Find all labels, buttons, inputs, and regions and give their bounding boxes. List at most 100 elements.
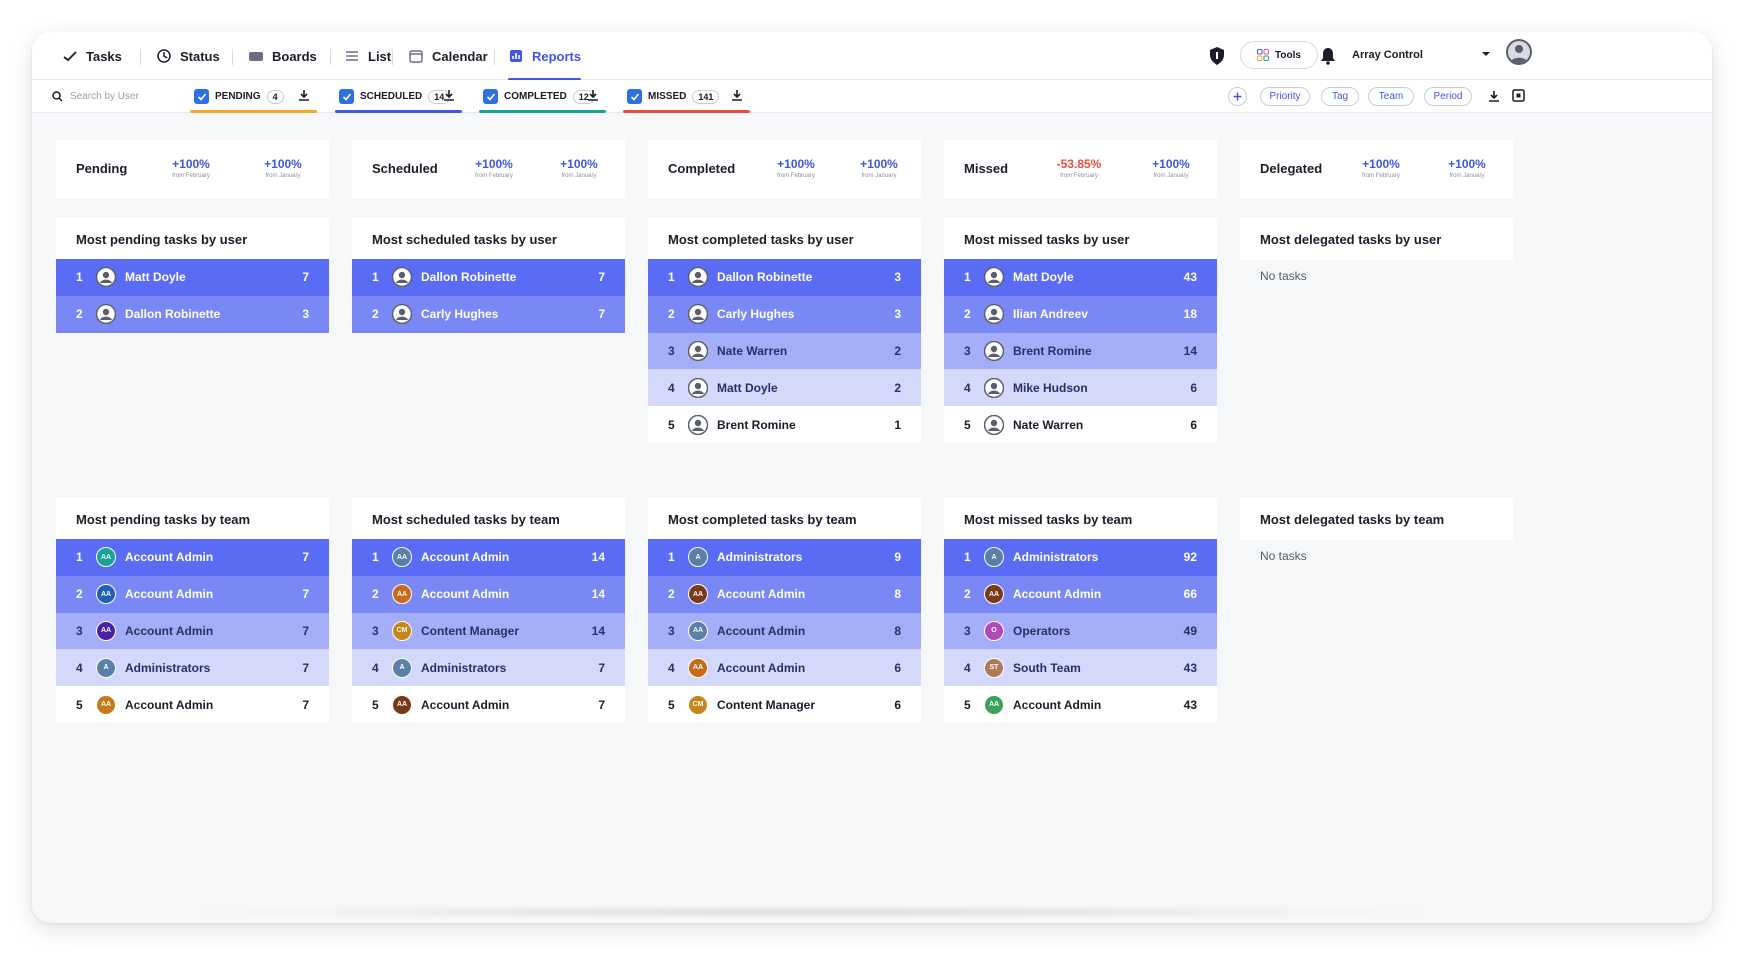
list-item[interactable]: 2 AA Account Admin 66 <box>944 575 1217 613</box>
checkbox[interactable] <box>627 89 642 104</box>
user-name: Dallon Robinette <box>125 307 221 322</box>
window-shadow <box>180 905 1440 919</box>
org-name[interactable]: Array Control <box>1352 49 1423 61</box>
list-item[interactable]: 1 A Administrators 9 <box>648 539 921 576</box>
list-card-missed-user: Most missed tasks by user 1 Matt Doyle 43 2… <box>944 218 1217 443</box>
list-item[interactable]: 4 A Administrators 7 <box>352 649 625 687</box>
list-item[interactable]: 1 Dallon Robinette 3 <box>648 259 921 296</box>
team-name: Account Admin <box>1013 697 1102 712</box>
stat-change-prev: +100% from January <box>860 157 898 179</box>
checkbox[interactable] <box>483 89 498 104</box>
list-item[interactable]: 3 AA Account Admin 7 <box>56 612 329 650</box>
list-title: Most scheduled tasks by team <box>372 512 560 527</box>
team-avatar: AA <box>984 584 1004 605</box>
tab-boards[interactable]: Boards <box>248 32 317 80</box>
rank: 5 <box>668 417 675 432</box>
list-item[interactable]: 4 AA Account Admin 6 <box>648 649 921 687</box>
list-item[interactable]: 5 Brent Romine 1 <box>648 406 921 443</box>
list-item[interactable]: 5 CM Content Manager 6 <box>648 686 921 723</box>
list-rows: 1 Matt Doyle 43 2 Ilian Andreev 18 3 Brent Romi… <box>944 259 1217 443</box>
period-pill[interactable]: Period <box>1424 87 1472 106</box>
list-item[interactable]: 2 Carly Hughes 3 <box>648 295 921 333</box>
top-nav: Tasks Status Boards List Calendar Report… <box>32 32 1712 80</box>
filter-tab-missed[interactable]: MISSED 141 <box>623 80 750 113</box>
list-item[interactable]: 2 AA Account Admin 14 <box>352 575 625 613</box>
avatar[interactable] <box>1506 39 1532 65</box>
bell-icon[interactable] <box>1320 47 1336 65</box>
filter-tab-completed[interactable]: COMPLETED 12 <box>479 80 606 113</box>
list-item[interactable]: 3 AA Account Admin 8 <box>648 612 921 650</box>
expand-icon[interactable] <box>1512 89 1525 102</box>
team-avatar: CM <box>392 620 412 641</box>
list-item[interactable]: 4 ST South Team 43 <box>944 649 1217 687</box>
chevron-down-icon[interactable] <box>1480 48 1492 60</box>
list-item[interactable]: 2 AA Account Admin 7 <box>56 575 329 613</box>
checkbox[interactable] <box>339 89 354 104</box>
user-name: Matt Doyle <box>1013 270 1074 285</box>
download-icon[interactable] <box>731 89 743 101</box>
filter-tab-scheduled[interactable]: SCHEDULED 14 <box>335 80 462 113</box>
download-icon[interactable] <box>298 89 310 101</box>
list-item[interactable]: 2 Dallon Robinette 3 <box>56 295 329 333</box>
search-field[interactable]: Search by User <box>52 80 139 112</box>
list-item[interactable]: 3 Brent Romine 14 <box>944 332 1217 370</box>
list-item[interactable]: 4 Matt Doyle 2 <box>648 369 921 407</box>
add-filter-button[interactable] <box>1228 87 1247 106</box>
list-item[interactable]: 2 Ilian Andreev 18 <box>944 295 1217 333</box>
list-item[interactable]: 5 AA Account Admin 7 <box>352 686 625 723</box>
tools-button[interactable]: Tools <box>1240 41 1318 69</box>
download-icon[interactable] <box>1488 90 1500 102</box>
list-item[interactable]: 1 Dallon Robinette 7 <box>352 259 625 296</box>
download-icon[interactable] <box>587 89 599 101</box>
rank: 2 <box>964 587 971 602</box>
team-name: Account Admin <box>717 660 806 675</box>
list-item[interactable]: 2 Carly Hughes 7 <box>352 295 625 333</box>
user-name: Dallon Robinette <box>717 270 813 285</box>
list-card-scheduled-team: Most scheduled tasks by team 1 AA Account … <box>352 498 625 723</box>
team-pill[interactable]: Team <box>1368 87 1414 106</box>
team-name: Account Admin <box>125 697 214 712</box>
checkbox[interactable] <box>194 89 209 104</box>
list-item[interactable]: 1 AA Account Admin 7 <box>56 539 329 576</box>
tab-calendar[interactable]: Calendar <box>408 32 488 80</box>
list-item[interactable]: 4 A Administrators 7 <box>56 649 329 687</box>
list-item[interactable]: 5 AA Account Admin 7 <box>56 686 329 723</box>
tab-tasks[interactable]: Tasks <box>62 32 122 80</box>
reports-icon <box>510 50 522 62</box>
task-count: 49 <box>1183 623 1197 638</box>
user-name: Ilian Andreev <box>1013 307 1088 322</box>
list-item[interactable]: 2 AA Account Admin 8 <box>648 575 921 613</box>
shield-icon[interactable] <box>1208 46 1226 66</box>
list-item[interactable]: 5 AA Account Admin 43 <box>944 686 1217 723</box>
list-card-delegated-team: Most delegated tasks by team No tasks <box>1240 498 1513 563</box>
check-icon <box>63 51 77 62</box>
rank: 3 <box>964 623 971 638</box>
rank: 1 <box>964 550 971 565</box>
list-rows: 1 AA Account Admin 7 2 AA Account Admin 7 3 AA Acc… <box>56 539 329 723</box>
tab-reports[interactable]: Reports <box>508 32 582 80</box>
list-title: Most scheduled tasks by user <box>372 232 557 247</box>
stat-card-scheduled: Scheduled +100% from February +100% from J… <box>352 140 625 198</box>
priority-pill[interactable]: Priority <box>1260 87 1310 106</box>
list-item[interactable]: 3 O Operators 49 <box>944 612 1217 650</box>
list-title: Most completed tasks by user <box>668 232 854 247</box>
list-item[interactable]: 4 Mike Hudson 6 <box>944 369 1217 407</box>
filter-tab-pending[interactable]: PENDING 4 <box>190 80 317 113</box>
list-icon <box>346 51 358 61</box>
tab-status[interactable]: Status <box>156 32 220 80</box>
team-name: Account Admin <box>421 587 510 602</box>
list-item[interactable]: 3 Nate Warren 2 <box>648 332 921 370</box>
list-item[interactable]: 1 AA Account Admin 14 <box>352 539 625 576</box>
list-item[interactable]: 1 Matt Doyle 7 <box>56 259 329 296</box>
list-rows: 1 Dallon Robinette 7 2 Carly Hughes 7 <box>352 259 625 333</box>
list-item[interactable]: 3 CM Content Manager 14 <box>352 612 625 650</box>
tab-list[interactable]: List <box>344 32 391 80</box>
list-item[interactable]: 1 Matt Doyle 43 <box>944 259 1217 296</box>
list-item[interactable]: 5 Nate Warren 6 <box>944 406 1217 443</box>
task-count: 18 <box>1183 307 1197 322</box>
task-count: 43 <box>1183 660 1197 675</box>
tag-pill[interactable]: Tag <box>1321 87 1359 106</box>
list-card-completed-user: Most completed tasks by user 1 Dallon Rob… <box>648 218 921 443</box>
download-icon[interactable] <box>443 89 455 101</box>
list-item[interactable]: 1 A Administrators 92 <box>944 539 1217 576</box>
